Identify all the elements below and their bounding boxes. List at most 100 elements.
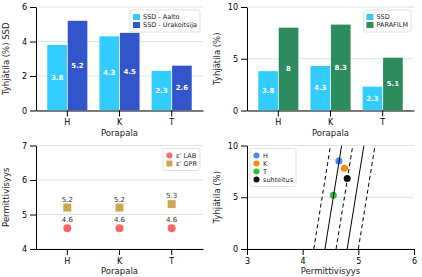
bar bbox=[279, 28, 299, 111]
x-tick-label: 4 bbox=[301, 257, 306, 266]
grid-line bbox=[36, 180, 203, 181]
data-label: 3.8 bbox=[262, 87, 275, 95]
legend-label: T bbox=[262, 168, 267, 176]
y-tick-label: 6 bbox=[22, 3, 27, 12]
x-axis: 3 4 5 6 bbox=[245, 249, 417, 266]
x-tick-mark bbox=[303, 249, 304, 255]
y-tick: 0 bbox=[233, 245, 247, 254]
legend: SSD - AaltoSSD - Urakoitsija bbox=[130, 10, 200, 32]
bar bbox=[258, 71, 278, 110]
data-label: 4.6 bbox=[62, 216, 74, 224]
legend-swatch bbox=[133, 22, 140, 28]
legend-swatch bbox=[254, 153, 260, 159]
line bbox=[336, 146, 353, 250]
y-tick-label: 4 bbox=[22, 245, 27, 254]
y-tick-label: 5 bbox=[22, 211, 27, 220]
legend-swatch bbox=[366, 22, 373, 28]
legend-label: ε’ LAB bbox=[176, 152, 196, 160]
x-tick-label: T bbox=[168, 118, 174, 127]
panel: 0510HKTPorapalaTyhjätila (%)3.84.32.388.… bbox=[212, 3, 415, 137]
x-tick-label: H bbox=[64, 257, 70, 266]
y-tick-mark bbox=[241, 146, 247, 147]
x-axis-title: Porapala bbox=[101, 266, 138, 276]
grid bbox=[247, 7, 414, 111]
legend-swatch bbox=[254, 177, 260, 183]
y-tick-label: 0 bbox=[233, 107, 238, 116]
y-axis-title: Tyhjätila (%) bbox=[212, 32, 222, 86]
legend-swatch bbox=[133, 14, 140, 20]
x-tick-mark bbox=[119, 111, 120, 117]
data-label: 8.3 bbox=[335, 64, 348, 72]
y-tick: 4 bbox=[22, 38, 36, 47]
marks bbox=[47, 21, 191, 111]
y-axis-line bbox=[247, 8, 248, 112]
y-tick-mark bbox=[30, 146, 36, 147]
data-label: 4.6 bbox=[166, 216, 178, 224]
bar bbox=[99, 36, 119, 110]
grid-line bbox=[36, 7, 203, 8]
grid bbox=[247, 146, 414, 250]
x-tick-label: K bbox=[117, 257, 123, 266]
x-tick-label: 5 bbox=[356, 257, 361, 266]
data-label: 5.2 bbox=[62, 196, 73, 204]
data-label: 2.3 bbox=[155, 87, 168, 95]
data-label: 5.2 bbox=[114, 196, 125, 204]
x-tick: 3 bbox=[245, 249, 250, 266]
x-tick-label: K bbox=[117, 118, 123, 127]
x-tick: K bbox=[117, 249, 123, 266]
x-axis-title: Porapala bbox=[101, 128, 138, 138]
x-tick-label: K bbox=[328, 118, 334, 127]
marks bbox=[314, 146, 375, 250]
x-tick-label: 3 bbox=[245, 257, 250, 266]
data-label: 2.6 bbox=[176, 84, 189, 92]
x-tick-mark bbox=[330, 111, 331, 117]
bar bbox=[331, 25, 351, 111]
point bbox=[63, 204, 71, 212]
point bbox=[168, 224, 176, 232]
y-tick: 5 bbox=[233, 55, 247, 64]
y-axis-title: Tyhjätila (%) SSD bbox=[1, 22, 11, 96]
data-label: 4.3 bbox=[314, 84, 327, 92]
grid-line bbox=[36, 41, 203, 42]
data-labels: 4.64.64.65.25.25.3 bbox=[62, 192, 178, 224]
y-tick-label: 7 bbox=[22, 142, 27, 151]
x-axis: HKT bbox=[248, 111, 415, 128]
x-tick: 6 bbox=[412, 249, 417, 266]
y-axis-line bbox=[36, 8, 37, 112]
y-tick: 6 bbox=[22, 3, 36, 12]
legend-label: K bbox=[263, 160, 268, 168]
y-tick-label: 10 bbox=[228, 3, 238, 12]
y-tick-label: 6 bbox=[22, 176, 27, 185]
data-label: 3.8 bbox=[51, 74, 64, 82]
y-tick: 5 bbox=[233, 193, 247, 202]
grid-line bbox=[247, 7, 414, 8]
y-axis-line bbox=[36, 146, 37, 250]
legend-background bbox=[163, 149, 200, 171]
grid bbox=[36, 146, 203, 250]
x-tick: T bbox=[168, 111, 174, 128]
y-tick-mark bbox=[241, 111, 247, 112]
data-label: 5.1 bbox=[387, 80, 400, 88]
data-label: 2.3 bbox=[366, 95, 379, 103]
y-tick: 0 bbox=[22, 107, 36, 116]
x-tick-label: H bbox=[275, 118, 281, 127]
data-label: 5.3 bbox=[166, 192, 177, 200]
y-axis-title: Permittivisyys bbox=[1, 167, 11, 227]
legend: SSDPARAFILM bbox=[363, 10, 411, 32]
y-tick-mark bbox=[30, 7, 36, 8]
x-tick: 5 bbox=[356, 249, 361, 266]
x-tick: H bbox=[64, 111, 70, 128]
x-tick-mark bbox=[67, 249, 68, 255]
panel: 0246HKTPorapalaTyhjätila (%) SSD3.84.32.… bbox=[1, 3, 204, 137]
x-tick-mark bbox=[171, 249, 172, 255]
y-tick-mark bbox=[30, 42, 36, 43]
y-tick-mark bbox=[30, 180, 36, 181]
y-tick-label: 0 bbox=[233, 245, 238, 254]
x-tick: T bbox=[379, 111, 385, 128]
y-tick: 10 bbox=[228, 142, 247, 151]
data-label: 5.2 bbox=[71, 62, 84, 70]
x-tick-label: T bbox=[379, 118, 385, 127]
y-axis-title: Tyhjätila (%) bbox=[212, 171, 222, 225]
point bbox=[116, 224, 124, 232]
y-axis: 0 5 10 bbox=[228, 3, 248, 116]
